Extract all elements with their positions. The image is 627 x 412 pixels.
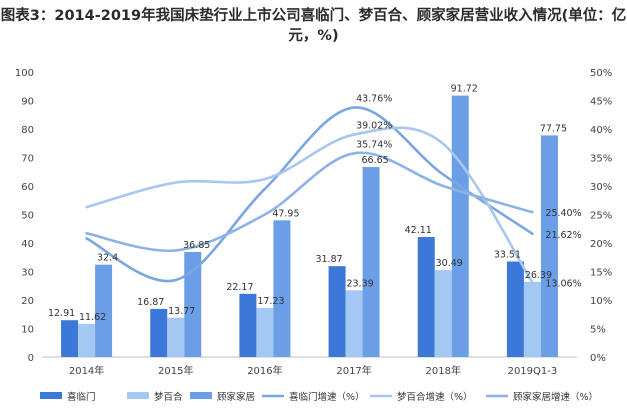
bar-label-1-3: 23.39 [346,278,373,289]
bar-1-0 [78,323,96,357]
bar-1-5 [523,281,541,357]
y-tick-label: 10 [21,325,34,336]
y-tick-label: 30 [21,268,34,279]
legend-swatch-0 [40,392,62,399]
x-tick-label: 2015年 [158,364,193,377]
y2-tick-label: 30% [590,182,612,193]
legend-label-5: 顾家家居增速（%） [513,391,598,403]
bar-0-5 [506,261,524,357]
line-label-1-5: 13.06% [545,279,581,290]
bar-label-0-0: 12.91 [48,308,75,319]
bar-label-1-5: 26.39 [525,270,552,281]
bar-0-1 [150,308,168,357]
bar-2-3 [362,167,380,357]
x-tick-label: 2018年 [426,364,461,377]
bar-0-0 [61,320,79,357]
bar-1-1 [167,317,185,357]
y2-tick-label: 45% [590,97,612,108]
y2-tick-label: 20% [590,239,612,250]
y-tick-label: 0 [28,353,34,364]
bar-1-2 [256,307,274,357]
bar-label-0-5: 33.51 [494,249,521,260]
x-tick-label: 2014年 [69,364,104,377]
x-tick-label: 2017年 [336,364,371,377]
x-tick-label: 2016年 [247,364,282,377]
y-tick-label: 40 [21,239,34,250]
bar-label-0-4: 42.11 [405,225,432,236]
legend-label-2: 顾家家居 [217,391,255,403]
bar-label-2-4: 91.72 [451,84,478,95]
line-label-2-3: 35.74% [356,139,392,150]
line-label-0-3: 43.76% [356,94,392,105]
bar-2-4 [451,95,469,358]
bar-2-2 [273,220,291,357]
y-tick-label: 70 [21,154,34,165]
y-tick-label: 80 [21,125,34,136]
y2-tick-label: 5% [590,325,606,336]
legend-label-3: 喜临门增速（%） [289,391,365,403]
y2-tick-label: 25% [590,211,612,222]
bar-label-0-1: 16.87 [137,297,164,308]
legend-label-1: 梦百合 [154,391,183,403]
bar-1-4 [434,270,452,357]
bar-label-2-1: 36.85 [183,240,210,251]
y-tick-label: 60 [21,182,34,193]
y2-tick-label: 35% [590,154,612,165]
y2-tick-label: 0% [590,353,606,364]
bar-0-2 [239,293,257,357]
bar-2-1 [184,251,202,357]
legend-swatch-1 [127,392,149,399]
y-tick-label: 20 [21,296,34,307]
line-label-2-5: 25.40% [545,208,581,219]
bar-0-3 [328,266,346,357]
y-tick-label: 50 [21,211,34,222]
bar-label-2-0: 32.4 [97,253,118,264]
y-tick-label: 90 [21,97,34,108]
bar-label-2-3: 66.65 [361,155,388,166]
bar-label-1-2: 17.23 [257,296,284,307]
bar-2-0 [95,264,113,357]
bar-0-4 [417,236,435,357]
bar-label-0-2: 22.17 [226,282,253,293]
line-series-0 [85,106,534,283]
bar-label-1-0: 11.62 [79,312,106,323]
line-series-1 [85,126,534,284]
y2-tick-label: 50% [590,68,612,79]
bar-label-1-1: 13.77 [168,306,195,317]
bar-label-2-5: 77.75 [540,123,567,134]
y-tick-label: 100 [15,68,34,79]
y2-tick-label: 15% [590,268,612,279]
bar-label-2-2: 47.95 [272,208,299,219]
bar-2-5 [540,135,558,357]
y2-tick-label: 40% [590,125,612,136]
chart-title: 图表3：2014-2019年我国床垫行业上市公司喜临门、梦百合、顾家家居营业收入… [0,8,627,44]
line-label-0-5: 21.62% [545,230,581,241]
legend-swatch-2 [190,392,212,399]
bar-1-3 [345,290,363,357]
bar-label-0-3: 31.87 [315,254,342,265]
y2-tick-label: 10% [590,296,612,307]
line-series-2 [85,151,534,253]
bar-label-1-4: 30.49 [436,258,463,269]
legend-label-0: 喜临门 [67,391,96,403]
x-tick-label: 2019Q1-3 [508,366,558,377]
legend-label-4: 梦百合增速（%） [397,391,473,403]
line-label-1-3: 39.02% [356,121,392,132]
